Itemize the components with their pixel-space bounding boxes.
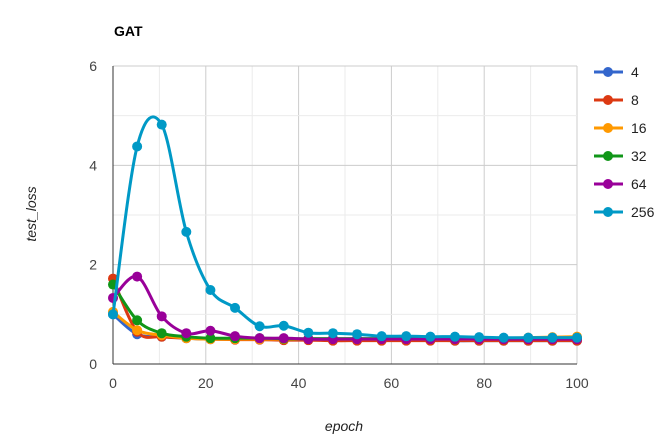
data-point: [181, 328, 192, 339]
data-point: [278, 333, 289, 344]
legend-swatch-marker: [603, 67, 613, 77]
legend-item-16: 16: [594, 120, 647, 136]
data-point: [572, 332, 582, 343]
data-point: [376, 331, 387, 342]
data-point: [156, 311, 167, 322]
data-point: [108, 309, 118, 320]
data-point: [523, 332, 534, 343]
legend: 4 8 16 32 64 256: [594, 64, 655, 220]
y-tick-label: 4: [89, 157, 97, 173]
series-256: [108, 115, 582, 343]
data-point: [327, 328, 338, 339]
data-point: [498, 332, 509, 343]
x-tick-label: 60: [384, 375, 400, 391]
chart-title: GAT: [114, 23, 143, 39]
x-tick-label: 40: [291, 375, 307, 391]
data-point: [156, 328, 167, 339]
grid: [113, 65, 578, 364]
legend-label: 8: [631, 92, 639, 108]
legend-item-256: 256: [594, 204, 655, 220]
legend-item-32: 32: [594, 148, 647, 164]
legend-item-64: 64: [594, 176, 647, 192]
legend-swatch-marker: [603, 151, 613, 161]
legend-label: 256: [631, 204, 655, 220]
data-point: [352, 329, 363, 340]
data-point: [132, 141, 143, 152]
legend-label: 32: [631, 148, 647, 164]
y-tick-label: 6: [89, 58, 97, 74]
data-point: [254, 333, 265, 344]
data-point: [474, 332, 485, 343]
legend-swatch-marker: [603, 95, 613, 105]
legend-label: 16: [631, 120, 647, 136]
x-tick-label: 0: [109, 375, 117, 391]
legend-item-4: 4: [594, 64, 639, 80]
series-layer: [108, 115, 582, 346]
legend-swatch-marker: [603, 123, 613, 133]
legend-swatch-marker: [603, 179, 613, 189]
x-axis-label: epoch: [325, 418, 363, 434]
x-tick-label: 80: [476, 375, 492, 391]
data-point: [425, 331, 436, 342]
data-point: [181, 226, 192, 237]
axes: 0 20 40 60 80 100 0 2 4 6: [89, 58, 589, 391]
data-point: [278, 320, 289, 331]
data-point: [205, 284, 216, 295]
data-point: [156, 119, 167, 130]
legend-label: 64: [631, 176, 647, 192]
data-point: [132, 325, 143, 336]
data-point: [401, 331, 412, 342]
data-point: [132, 271, 143, 282]
x-tick-label: 20: [198, 375, 214, 391]
data-point: [205, 325, 216, 336]
data-point: [205, 333, 216, 344]
legend-swatch-marker: [603, 207, 613, 217]
legend-item-8: 8: [594, 92, 639, 108]
data-point: [254, 321, 265, 332]
data-point: [230, 302, 241, 313]
legend-label: 4: [631, 64, 639, 80]
data-point: [547, 332, 558, 343]
data-point: [132, 315, 143, 326]
x-tick-label: 100: [565, 375, 589, 391]
data-point: [230, 331, 241, 342]
data-point: [303, 327, 314, 338]
data-point: [449, 331, 460, 342]
y-axis-label: test_loss: [23, 186, 39, 241]
y-tick-label: 2: [89, 257, 97, 273]
y-tick-label: 0: [89, 356, 97, 372]
